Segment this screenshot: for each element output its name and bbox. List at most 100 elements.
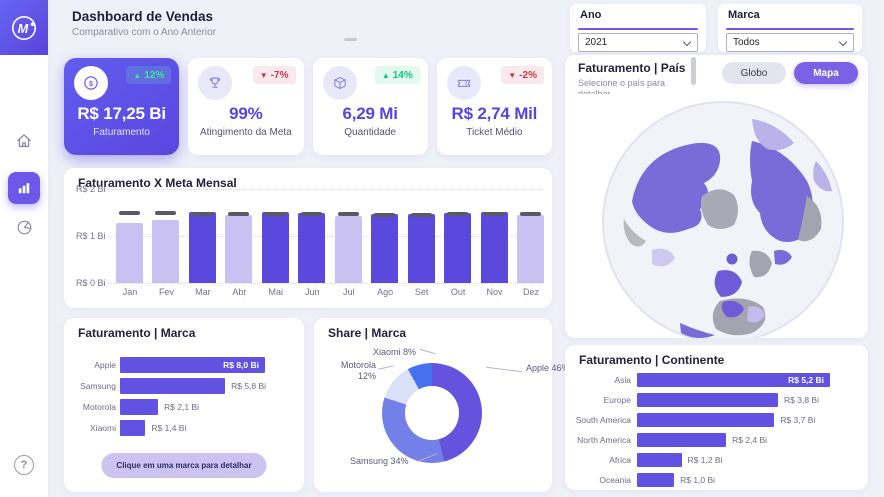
monthly-bar-out[interactable]: Out bbox=[444, 189, 472, 297]
meta-marker bbox=[519, 212, 541, 217]
kpi-card-ticket-m-dio[interactable]: -2% R$ 2,74 Mil Ticket Médio bbox=[436, 58, 552, 155]
kpi-card-atingimento-da-meta[interactable]: -7% 99% Atingimento da Meta bbox=[188, 58, 304, 155]
meta-marker bbox=[483, 211, 505, 216]
page-title: Dashboard de Vendas bbox=[72, 9, 214, 24]
value-bar[interactable] bbox=[637, 473, 675, 487]
kpi-card-faturamento[interactable]: $12% R$ 17,25 Bi Faturamento bbox=[64, 58, 180, 155]
year-filter-label: Ano bbox=[580, 9, 602, 21]
help-icon: ? bbox=[14, 455, 34, 475]
value-label: R$ 8,0 Bi bbox=[223, 360, 259, 370]
globo-toggle-button[interactable]: Globo bbox=[722, 62, 786, 84]
monthly-bar-abr[interactable]: Abr bbox=[225, 189, 253, 297]
brand-row-xiaomi: Xiaomi R$ 1,4 Bi bbox=[76, 420, 294, 436]
month-label: Set bbox=[414, 287, 429, 297]
logo-m-icon: M bbox=[12, 15, 36, 40]
revenue-bar[interactable] bbox=[188, 211, 216, 283]
country-map-panel: Faturamento | País Selecione o país para… bbox=[565, 55, 868, 338]
value-bar[interactable] bbox=[120, 420, 146, 436]
share-donut-chart[interactable] bbox=[382, 363, 482, 463]
value-bar[interactable]: R$ 8,0 Bi bbox=[120, 357, 265, 373]
triangle-up-icon bbox=[382, 71, 390, 80]
value-bar[interactable] bbox=[637, 453, 682, 467]
meta-marker bbox=[447, 212, 469, 217]
triangle-down-icon bbox=[260, 71, 268, 80]
year-select-value: 2021 bbox=[585, 37, 608, 48]
brand-select[interactable]: Todos bbox=[726, 33, 854, 52]
monthly-bar-mai[interactable]: Mai bbox=[261, 189, 289, 297]
kpi-value: 99% bbox=[229, 104, 263, 123]
revenue-bar[interactable] bbox=[444, 213, 472, 283]
category-label: Samsung bbox=[80, 381, 116, 391]
revenue-bar[interactable] bbox=[371, 213, 399, 283]
chart-title: Faturamento | País bbox=[578, 61, 686, 75]
ticket-icon bbox=[446, 66, 481, 100]
kpi-label: Faturamento bbox=[93, 127, 150, 138]
category-label: Asia bbox=[614, 375, 631, 385]
chevron-down-icon bbox=[838, 37, 848, 47]
sidebar-item-help[interactable]: ? bbox=[0, 455, 48, 475]
monthly-bar-fev[interactable]: Fev bbox=[152, 189, 180, 297]
meta-marker bbox=[410, 212, 432, 217]
share-chart-panel: Share | Marca Apple 46% Samsung 34% Moto… bbox=[314, 318, 570, 492]
continent-chart-panel: Faturamento | Continente Asia R$ 5,2 Bi Eu… bbox=[565, 345, 868, 490]
brand-filter-label: Marca bbox=[728, 9, 760, 21]
category-label: Africa bbox=[609, 455, 631, 465]
monthly-bar-nov[interactable]: Nov bbox=[480, 189, 508, 297]
monthly-bar-jan[interactable]: Jan bbox=[116, 189, 143, 297]
sidebar-item-home[interactable] bbox=[0, 131, 48, 151]
revenue-bar[interactable] bbox=[298, 213, 326, 283]
monthly-bar-mar[interactable]: Mar bbox=[188, 189, 216, 297]
value-bar[interactable] bbox=[637, 413, 775, 427]
category-label: North America bbox=[577, 435, 631, 445]
kpi-label: Atingimento da Meta bbox=[200, 127, 292, 138]
monthly-bar-dez[interactable]: Dez bbox=[516, 189, 544, 297]
value-bar[interactable] bbox=[120, 399, 159, 415]
value-bar[interactable] bbox=[637, 433, 727, 447]
value-bar[interactable] bbox=[637, 393, 778, 407]
donut-label-motorola: Motorola 12% bbox=[340, 360, 376, 381]
brand-detail-button[interactable]: Clique em uma marca para detalhar bbox=[101, 453, 267, 478]
collapsed-visual-handle bbox=[344, 38, 357, 41]
revenue-bar[interactable] bbox=[225, 215, 253, 283]
value-label: R$ 2,1 Bi bbox=[164, 402, 200, 412]
delta-value: 12% bbox=[144, 69, 165, 81]
sidebar-item-dashboard[interactable] bbox=[8, 172, 40, 204]
revenue-bar[interactable] bbox=[152, 220, 180, 283]
continent-row-oceania: Oceania R$ 1,0 Bi bbox=[571, 473, 860, 487]
meta-marker bbox=[337, 211, 359, 216]
delta-badge: -2% bbox=[501, 66, 544, 84]
donut-label-apple: Apple 46% bbox=[526, 363, 570, 373]
map-subtitle: Selecione o país para bbox=[578, 78, 666, 88]
value-bar[interactable]: R$ 5,2 Bi bbox=[637, 373, 830, 387]
year-select[interactable]: 2021 bbox=[578, 33, 698, 52]
revenue-bar[interactable] bbox=[116, 223, 143, 283]
kpi-row: $12% R$ 17,25 Bi Faturamento -7% 99% Atingime… bbox=[64, 58, 552, 155]
delta-value: -2% bbox=[519, 69, 537, 81]
app-logo[interactable]: M bbox=[0, 0, 48, 55]
kpi-value: 6,29 Mi bbox=[342, 104, 398, 123]
scrollbar-thumb[interactable] bbox=[691, 57, 696, 85]
donut-label-xiaomi: Xiaomi 8% bbox=[372, 347, 416, 357]
value-label: R$ 5,8 Bi bbox=[231, 381, 267, 391]
globe-map[interactable] bbox=[602, 101, 844, 338]
continent-row-south-america: South America R$ 3,7 Bi bbox=[571, 413, 860, 427]
revenue-bar[interactable] bbox=[480, 212, 508, 283]
value-bar[interactable] bbox=[120, 378, 226, 394]
chart-title: Faturamento | Continente bbox=[579, 353, 725, 367]
mapa-toggle-button[interactable]: Mapa bbox=[794, 62, 858, 84]
sidebar-item-analytics[interactable] bbox=[0, 218, 48, 237]
monthly-bar-jun[interactable]: Jun bbox=[298, 189, 326, 297]
monthly-bar-jul[interactable]: Jul bbox=[334, 189, 362, 297]
revenue-bar[interactable] bbox=[334, 215, 362, 283]
delta-value: 14% bbox=[392, 69, 413, 81]
monthly-bar-set[interactable]: Set bbox=[407, 189, 435, 297]
value-label: R$ 1,0 Bi bbox=[680, 475, 716, 485]
value-label: R$ 3,8 Bi bbox=[784, 395, 819, 405]
kpi-card-quantidade[interactable]: 14% 6,29 Mi Quantidade bbox=[312, 58, 428, 155]
value-label: R$ 3,7 Bi bbox=[780, 415, 816, 425]
meta-marker bbox=[264, 211, 286, 216]
revenue-bar[interactable] bbox=[407, 213, 435, 283]
monthly-bar-ago[interactable]: Ago bbox=[371, 189, 399, 297]
revenue-bar[interactable] bbox=[516, 215, 544, 283]
revenue-bar[interactable] bbox=[261, 212, 289, 283]
